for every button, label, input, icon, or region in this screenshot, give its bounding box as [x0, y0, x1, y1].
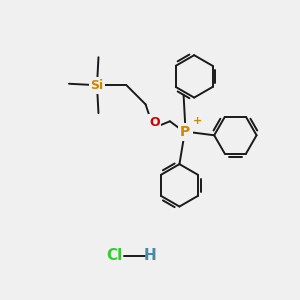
Text: P: P: [180, 125, 190, 139]
Text: Cl: Cl: [106, 248, 123, 263]
Text: H: H: [144, 248, 156, 263]
Text: Si: Si: [90, 79, 104, 92]
Text: O: O: [149, 116, 160, 128]
Text: +: +: [193, 116, 202, 126]
